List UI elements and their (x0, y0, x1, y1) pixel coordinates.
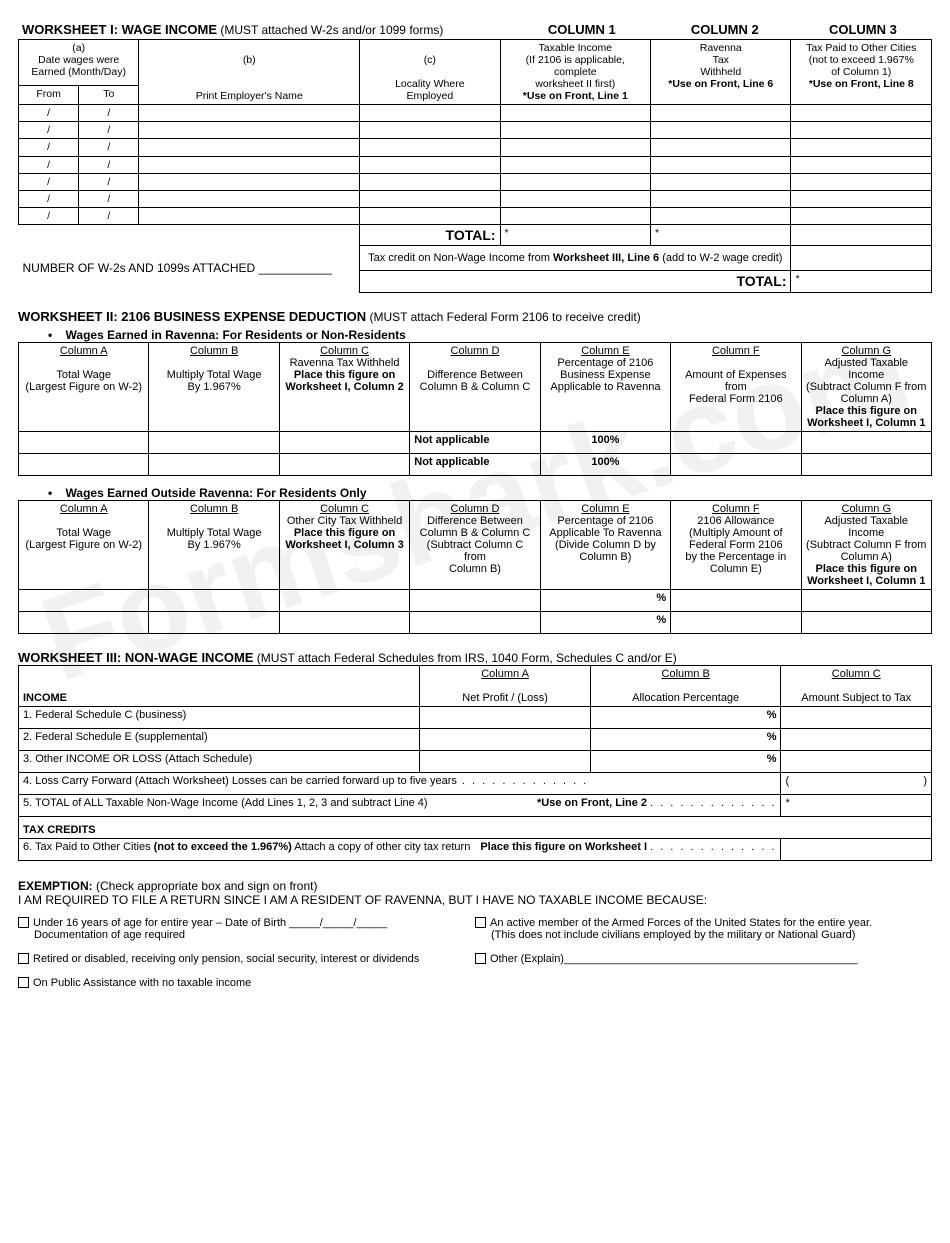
ws1-total-c1[interactable]: * (500, 224, 650, 245)
ws1-header: WORKSHEET I: WAGE INCOME (MUST attached … (18, 20, 932, 39)
ws1-row[interactable]: // (19, 139, 932, 156)
ws1-row[interactable]: // (19, 173, 932, 190)
ws2-table1: Column ATotal Wage (Largest Figure on W-… (18, 342, 932, 476)
exemption-line: I AM REQUIRED TO FILE A RETURN SINCE I A… (18, 893, 707, 907)
ws2-t2-row[interactable]: % (19, 611, 932, 633)
col3-label: COLUMN 3 (794, 20, 932, 39)
ws1-credit-line: Tax credit on Non-Wage Income from Works… (360, 245, 791, 271)
ws1-total2-label: TOTAL: (360, 271, 791, 292)
ws2-t1-row[interactable]: Not applicable100% (19, 431, 932, 453)
ws1-to: To (79, 86, 139, 105)
ws3-row6[interactable]: 6. Tax Paid to Other Cities (not to exce… (19, 838, 932, 860)
ws3-table: INCOME Column ANet Profit / (Loss) Colum… (18, 665, 932, 861)
ws3-title: WORKSHEET III: NON-WAGE INCOME (18, 650, 253, 665)
ws3-row[interactable]: 3. Other INCOME OR LOSS (Attach Schedule… (19, 750, 932, 772)
ws2-sub2: • Wages Earned Outside Ravenna: For Resi… (48, 486, 932, 500)
ws2-title: WORKSHEET II: 2106 BUSINESS EXPENSE DEDU… (18, 309, 366, 324)
ws1-head-c2: RavennaTaxWithheld*Use on Front, Line 6 (651, 40, 791, 105)
ws1-total2-val[interactable]: * (791, 271, 932, 292)
ws1-row[interactable]: // (19, 190, 932, 207)
ws1-numw2[interactable]: NUMBER OF W-2s AND 1099s ATTACHED ______… (19, 224, 360, 292)
ws1-from: From (19, 86, 79, 105)
ws3-row4[interactable]: 4. Loss Carry Forward (Attach Worksheet)… (19, 772, 932, 794)
exemption-opt5[interactable]: Other (Explain)_________________________… (475, 953, 912, 965)
ws1-row[interactable]: // (19, 156, 932, 173)
col2-label: COLUMN 2 (656, 20, 794, 39)
ws1-total-c2[interactable]: * (651, 224, 791, 245)
ws2-note: (MUST attach Federal Form 2106 to receiv… (366, 310, 641, 324)
ws1-head-c3: Tax Paid to Other Cities(not to exceed 1… (791, 40, 932, 105)
ws1-note: (MUST attached W-2s and/or 1099 forms) (217, 23, 443, 37)
ws1-total-label: TOTAL: (360, 224, 500, 245)
ws1-total-c3[interactable] (791, 224, 932, 245)
exemption-sub: (Check appropriate box and sign on front… (93, 879, 318, 893)
ws1-head-c1: Taxable Income(If 2106 is applicable, co… (500, 40, 650, 105)
exemption-opt1[interactable]: Under 16 years of age for entire year – … (18, 917, 455, 941)
ws2-sub1: • Wages Earned in Ravenna: For Residents… (48, 328, 932, 342)
ws3-row5[interactable]: 5. TOTAL of ALL Taxable Non-Wage Income … (19, 794, 932, 816)
ws1-row[interactable]: // (19, 122, 932, 139)
ws1-row[interactable]: // (19, 207, 932, 224)
exemption-opt4[interactable]: An active member of the Armed Forces of … (475, 917, 912, 941)
exemption-title: EXEMPTION: (18, 879, 93, 893)
ws2-t2-row[interactable]: % (19, 589, 932, 611)
ws1-head-b: (b) Print Employer's Name (139, 40, 360, 105)
ws3-row[interactable]: 1. Federal Schedule C (business)% (19, 706, 932, 728)
ws1-row[interactable]: // (19, 105, 932, 122)
exemption-opt3[interactable]: On Public Assistance with no taxable inc… (18, 977, 455, 989)
ws1-head-c: (c) Locality Where Employed (360, 40, 500, 105)
ws2-table2: Column ATotal Wage (Largest Figure on W-… (18, 500, 932, 634)
ws3-row[interactable]: 2. Federal Schedule E (supplemental)% (19, 728, 932, 750)
ws2-t1-row[interactable]: Not applicable100% (19, 453, 932, 475)
ws1-title: WORKSHEET I: WAGE INCOME (22, 22, 217, 37)
ws1-credit-val[interactable] (791, 245, 932, 271)
col1-label: COLUMN 1 (508, 20, 656, 39)
ws1-head-a: (a) Date wages were Earned (Month/Day) (19, 40, 139, 86)
ws3-note: (MUST attach Federal Schedules from IRS,… (253, 651, 676, 665)
ws1-table: (a) Date wages were Earned (Month/Day) (… (18, 39, 932, 293)
exemption-opt2[interactable]: Retired or disabled, receiving only pens… (18, 953, 455, 965)
